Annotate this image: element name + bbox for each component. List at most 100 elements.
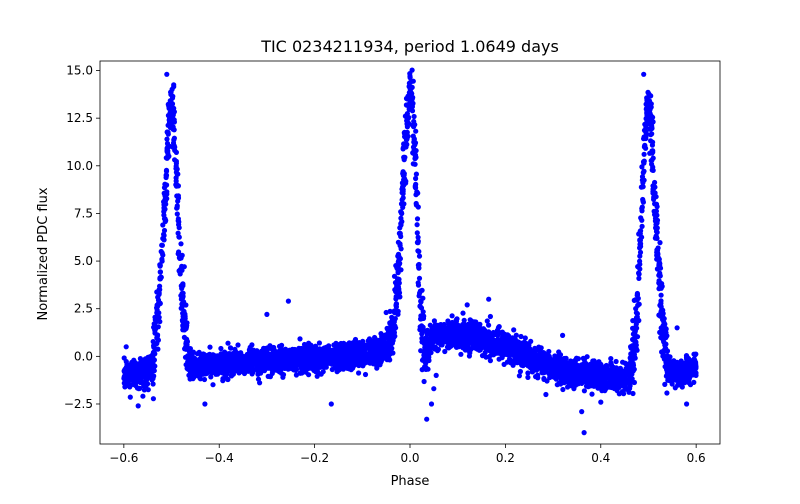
data-point [653,234,660,240]
data-point [137,385,143,391]
data-point [471,329,477,335]
data-point [560,369,566,375]
data-point [633,321,639,327]
data-point [234,350,240,356]
data-point [175,216,181,222]
data-point [159,242,165,248]
data-point [669,359,675,365]
data-point [490,352,497,358]
data-point [140,362,146,368]
data-point [428,350,434,356]
data-point [649,131,655,137]
data-point [150,396,156,402]
data-point [245,368,251,374]
data-point [485,330,491,336]
data-point [664,333,670,339]
data-point [378,331,384,337]
data-point [157,263,163,269]
data-point [178,296,184,302]
data-point [263,349,269,355]
data-point [127,362,133,368]
data-point [152,314,158,320]
data-point [511,327,517,333]
data-point [372,354,378,360]
data-point [402,142,408,148]
data-point [176,222,182,228]
data-point [150,354,156,360]
data-point [161,231,167,237]
data-point [289,366,295,372]
data-point [396,255,403,261]
data-point [331,342,337,348]
data-point [657,264,663,270]
data-point [439,342,445,348]
data-point [210,382,216,388]
data-point [634,325,640,331]
data-point [634,347,640,353]
data-point [265,373,271,379]
data-point [688,371,694,377]
data-point [153,318,159,324]
data-point [155,332,161,338]
data-point [409,122,416,128]
data-point [168,120,174,126]
data-point [580,355,586,361]
data-point [538,345,544,351]
data-point [414,216,421,222]
data-point [297,336,303,342]
data-point [171,127,177,133]
data-point [238,358,244,365]
data-point [421,378,427,385]
data-point [265,345,271,351]
data-point [603,386,609,392]
data-point [404,112,410,118]
data-point [391,309,398,316]
data-point [164,140,171,147]
data-point [416,293,422,299]
data-point [656,278,662,284]
data-point [393,293,399,300]
data-point [156,291,162,297]
data-point [550,370,556,376]
data-point [473,319,479,325]
data-point [316,340,322,346]
data-point [648,121,654,127]
data-point [426,339,432,345]
data-point [486,322,492,328]
data-point [637,266,643,272]
data-point [613,358,619,365]
data-point [630,318,636,324]
data-point [688,359,694,365]
data-point [636,275,642,281]
data-point [175,183,181,189]
data-point [315,370,321,376]
data-point [244,351,250,357]
data-point [496,324,502,330]
data-point [418,348,424,354]
data-point [538,357,545,363]
data-point [649,142,656,148]
data-point [471,324,478,330]
data-point [483,354,489,360]
data-point [412,140,419,146]
data-point [609,384,615,391]
data-point [410,161,416,167]
data-point [414,230,420,236]
data-point [638,241,644,247]
data-point [141,387,147,393]
data-point [179,252,185,258]
data-point [249,355,255,361]
data-point [525,370,531,376]
data-point [516,373,523,379]
data-point [631,343,638,349]
data-point [303,344,310,350]
data-point [160,235,166,241]
data-point [517,368,524,375]
data-point [249,371,255,377]
data-point [657,240,663,246]
data-point [400,187,406,193]
data-point [123,371,129,377]
data-point [175,198,181,204]
data-point [583,383,590,389]
